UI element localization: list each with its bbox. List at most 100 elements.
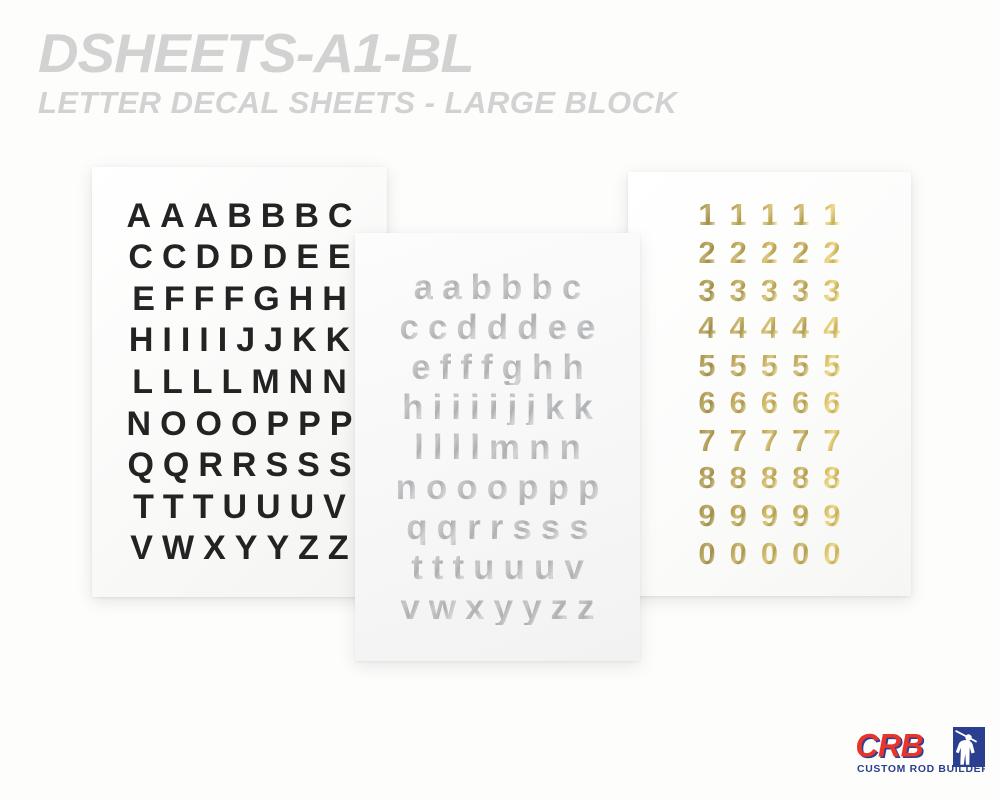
decal-glyph: e: [411, 347, 431, 387]
decal-glyph: 0: [698, 535, 716, 571]
decal-glyph: s: [569, 507, 589, 547]
decal-glyph: z: [577, 587, 595, 627]
page-title-block: DSHEETS-A1-BL LETTER DECAL SHEETS - LARG…: [38, 26, 938, 120]
decal-glyph: I: [180, 321, 191, 360]
decal-glyph: M: [251, 363, 280, 401]
decal-glyph: b: [470, 267, 493, 307]
decal-glyph: K: [292, 321, 317, 360]
decal-glyph: 6: [823, 385, 841, 421]
decal-glyph: J: [264, 321, 284, 360]
decal-glyph: p: [577, 467, 600, 507]
decal-glyph: b: [501, 267, 523, 307]
decal-glyph: y: [493, 587, 514, 627]
decal-glyph: u: [473, 547, 495, 587]
decal-glyph: m: [489, 427, 521, 467]
decal-glyph: G: [253, 279, 280, 318]
decal-glyph: 3: [792, 272, 810, 308]
decal-glyph: 4: [760, 310, 779, 346]
decal-glyph: P: [298, 404, 321, 443]
decal-glyph: 9: [792, 498, 810, 534]
product-subtitle: LETTER DECAL SHEETS - LARGE BLOCK: [38, 85, 678, 120]
decal-glyph: z: [550, 587, 569, 627]
decal-glyph: n: [529, 427, 551, 467]
decal-glyph: C: [161, 238, 187, 277]
decal-glyph: q: [406, 507, 428, 547]
decal-glyph: i: [451, 387, 461, 427]
decal-glyph: l: [414, 427, 424, 467]
decal-glyph: 7: [823, 422, 841, 458]
decal-glyph: j: [526, 387, 536, 427]
decal-glyph: F: [193, 279, 215, 318]
decal-glyph: A: [193, 196, 219, 235]
crb-wordmark-shadow: CRB: [857, 729, 925, 765]
decal-glyph: 3: [823, 272, 841, 308]
decal-glyph: b: [531, 267, 553, 307]
decal-glyph: 3: [760, 272, 779, 308]
decal-glyph: 7: [729, 422, 747, 458]
decal-glyph: a: [413, 267, 434, 307]
decal-glyph: 1: [698, 197, 716, 233]
decal-glyph: 8: [698, 460, 716, 496]
decal-glyph: 6: [698, 385, 716, 421]
decal-glyph: Q: [162, 446, 190, 485]
decal-glyph: Z: [298, 529, 319, 568]
decal-glyph: l: [470, 427, 481, 467]
decal-glyph: I: [199, 321, 209, 360]
crb-tagline: CUSTOM ROD BUILDER: [857, 764, 985, 775]
decal-glyph: L: [132, 363, 153, 401]
decal-glyph: 6: [792, 385, 810, 421]
decal-glyph: L: [191, 363, 213, 401]
decal-glyph: T: [192, 487, 214, 526]
decal-glyph: O: [160, 404, 187, 443]
decal-glyph: e: [576, 307, 596, 347]
decal-glyph: 9: [698, 498, 716, 534]
decal-glyph: K: [325, 321, 351, 360]
decal-glyph: 5: [792, 347, 810, 383]
decal-glyph: H: [128, 321, 154, 360]
crb-brand-logo: CRB CRB CUSTOM ROD BUILDER: [857, 727, 985, 779]
decal-glyph: 7: [760, 422, 779, 458]
decal-glyph: 1: [792, 197, 810, 233]
decal-glyph: L: [161, 363, 183, 401]
decal-glyph: D: [229, 238, 254, 277]
decal-glyph: 0: [823, 535, 841, 571]
decal-glyph: B: [227, 196, 252, 235]
decal-glyph: 6: [760, 385, 779, 421]
decal-glyph: h: [562, 347, 584, 387]
decal-glyph: 3: [729, 272, 747, 308]
decal-glyph: d: [486, 307, 509, 347]
decal-glyph: w: [428, 587, 457, 627]
decal-glyph: x: [465, 587, 485, 627]
decal-glyph: 4: [729, 310, 747, 346]
decal-glyph: s: [512, 507, 532, 547]
decal-glyph: f: [480, 347, 493, 387]
decal-glyph: g: [501, 347, 524, 387]
decal-glyph: S: [328, 446, 352, 485]
angler-silhouette-icon: [955, 730, 977, 765]
decal-glyph: c: [561, 267, 582, 307]
decal-glyph: S: [265, 446, 289, 485]
decal-glyph: f: [439, 347, 452, 387]
decal-glyph: H: [322, 279, 347, 318]
decal-glyph: p: [547, 467, 569, 507]
decal-glyph: 7: [792, 422, 810, 458]
decal-glyph: F: [163, 279, 185, 318]
decal-glyph: Y: [234, 529, 258, 568]
decal-glyph: 6: [729, 385, 747, 421]
